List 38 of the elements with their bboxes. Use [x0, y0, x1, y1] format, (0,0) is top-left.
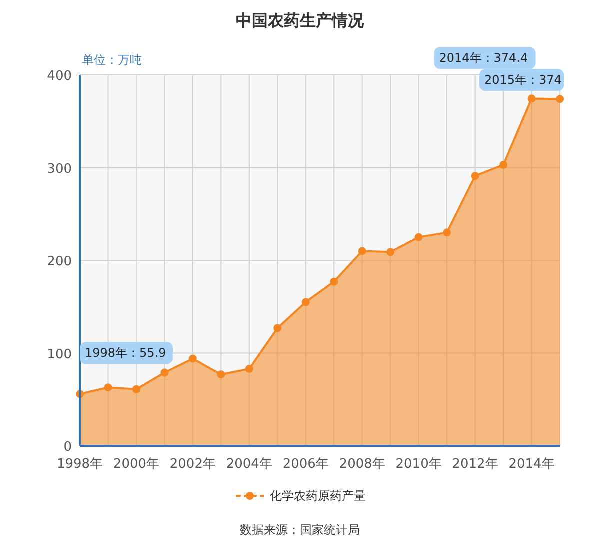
point — [132, 385, 140, 394]
y-axis-title: 单位：万吨 — [82, 53, 142, 67]
point — [556, 95, 564, 104]
source-note: 数据来源：国家统计局 — [240, 523, 360, 537]
point — [471, 172, 480, 180]
annotation: 2015年：374 — [484, 73, 562, 88]
x-tick-label: 2012年 — [452, 457, 498, 472]
y-tick-label: 300 — [47, 162, 72, 177]
point — [358, 247, 366, 256]
point — [414, 233, 423, 242]
y-tick-label: 100 — [47, 347, 72, 362]
x-tick-label: 2008年 — [339, 457, 386, 472]
y-tick-label: 400 — [47, 69, 72, 84]
annotation: 2014年：374.4 — [439, 51, 528, 66]
point — [245, 365, 254, 374]
point — [500, 160, 508, 169]
y-tick-label: 0 — [64, 440, 72, 455]
x-tick-label: 2010年 — [396, 457, 442, 472]
point — [330, 278, 338, 286]
x-tick-label: 2000年 — [113, 457, 160, 472]
legend-label: 化学农药原药产量 — [270, 489, 366, 503]
point — [188, 354, 197, 363]
x-tick-label: 2014年 — [508, 457, 555, 472]
x-tick-label: 2004年 — [226, 457, 272, 472]
point — [302, 298, 310, 306]
point — [443, 228, 452, 237]
chart-title: 中国农药生产情况 — [236, 11, 365, 30]
point — [274, 324, 282, 332]
x-tick-label: 1998年 — [56, 457, 104, 472]
point — [217, 370, 226, 379]
point — [160, 368, 169, 377]
x-tick-label: 2002年 — [170, 457, 216, 472]
point — [386, 248, 395, 256]
point — [104, 384, 112, 392]
annotation: 1998年：55.9 — [85, 346, 166, 360]
x-tick-label: 2006年 — [282, 457, 329, 472]
y-tick-label: 200 — [47, 254, 72, 270]
point — [528, 94, 536, 103]
